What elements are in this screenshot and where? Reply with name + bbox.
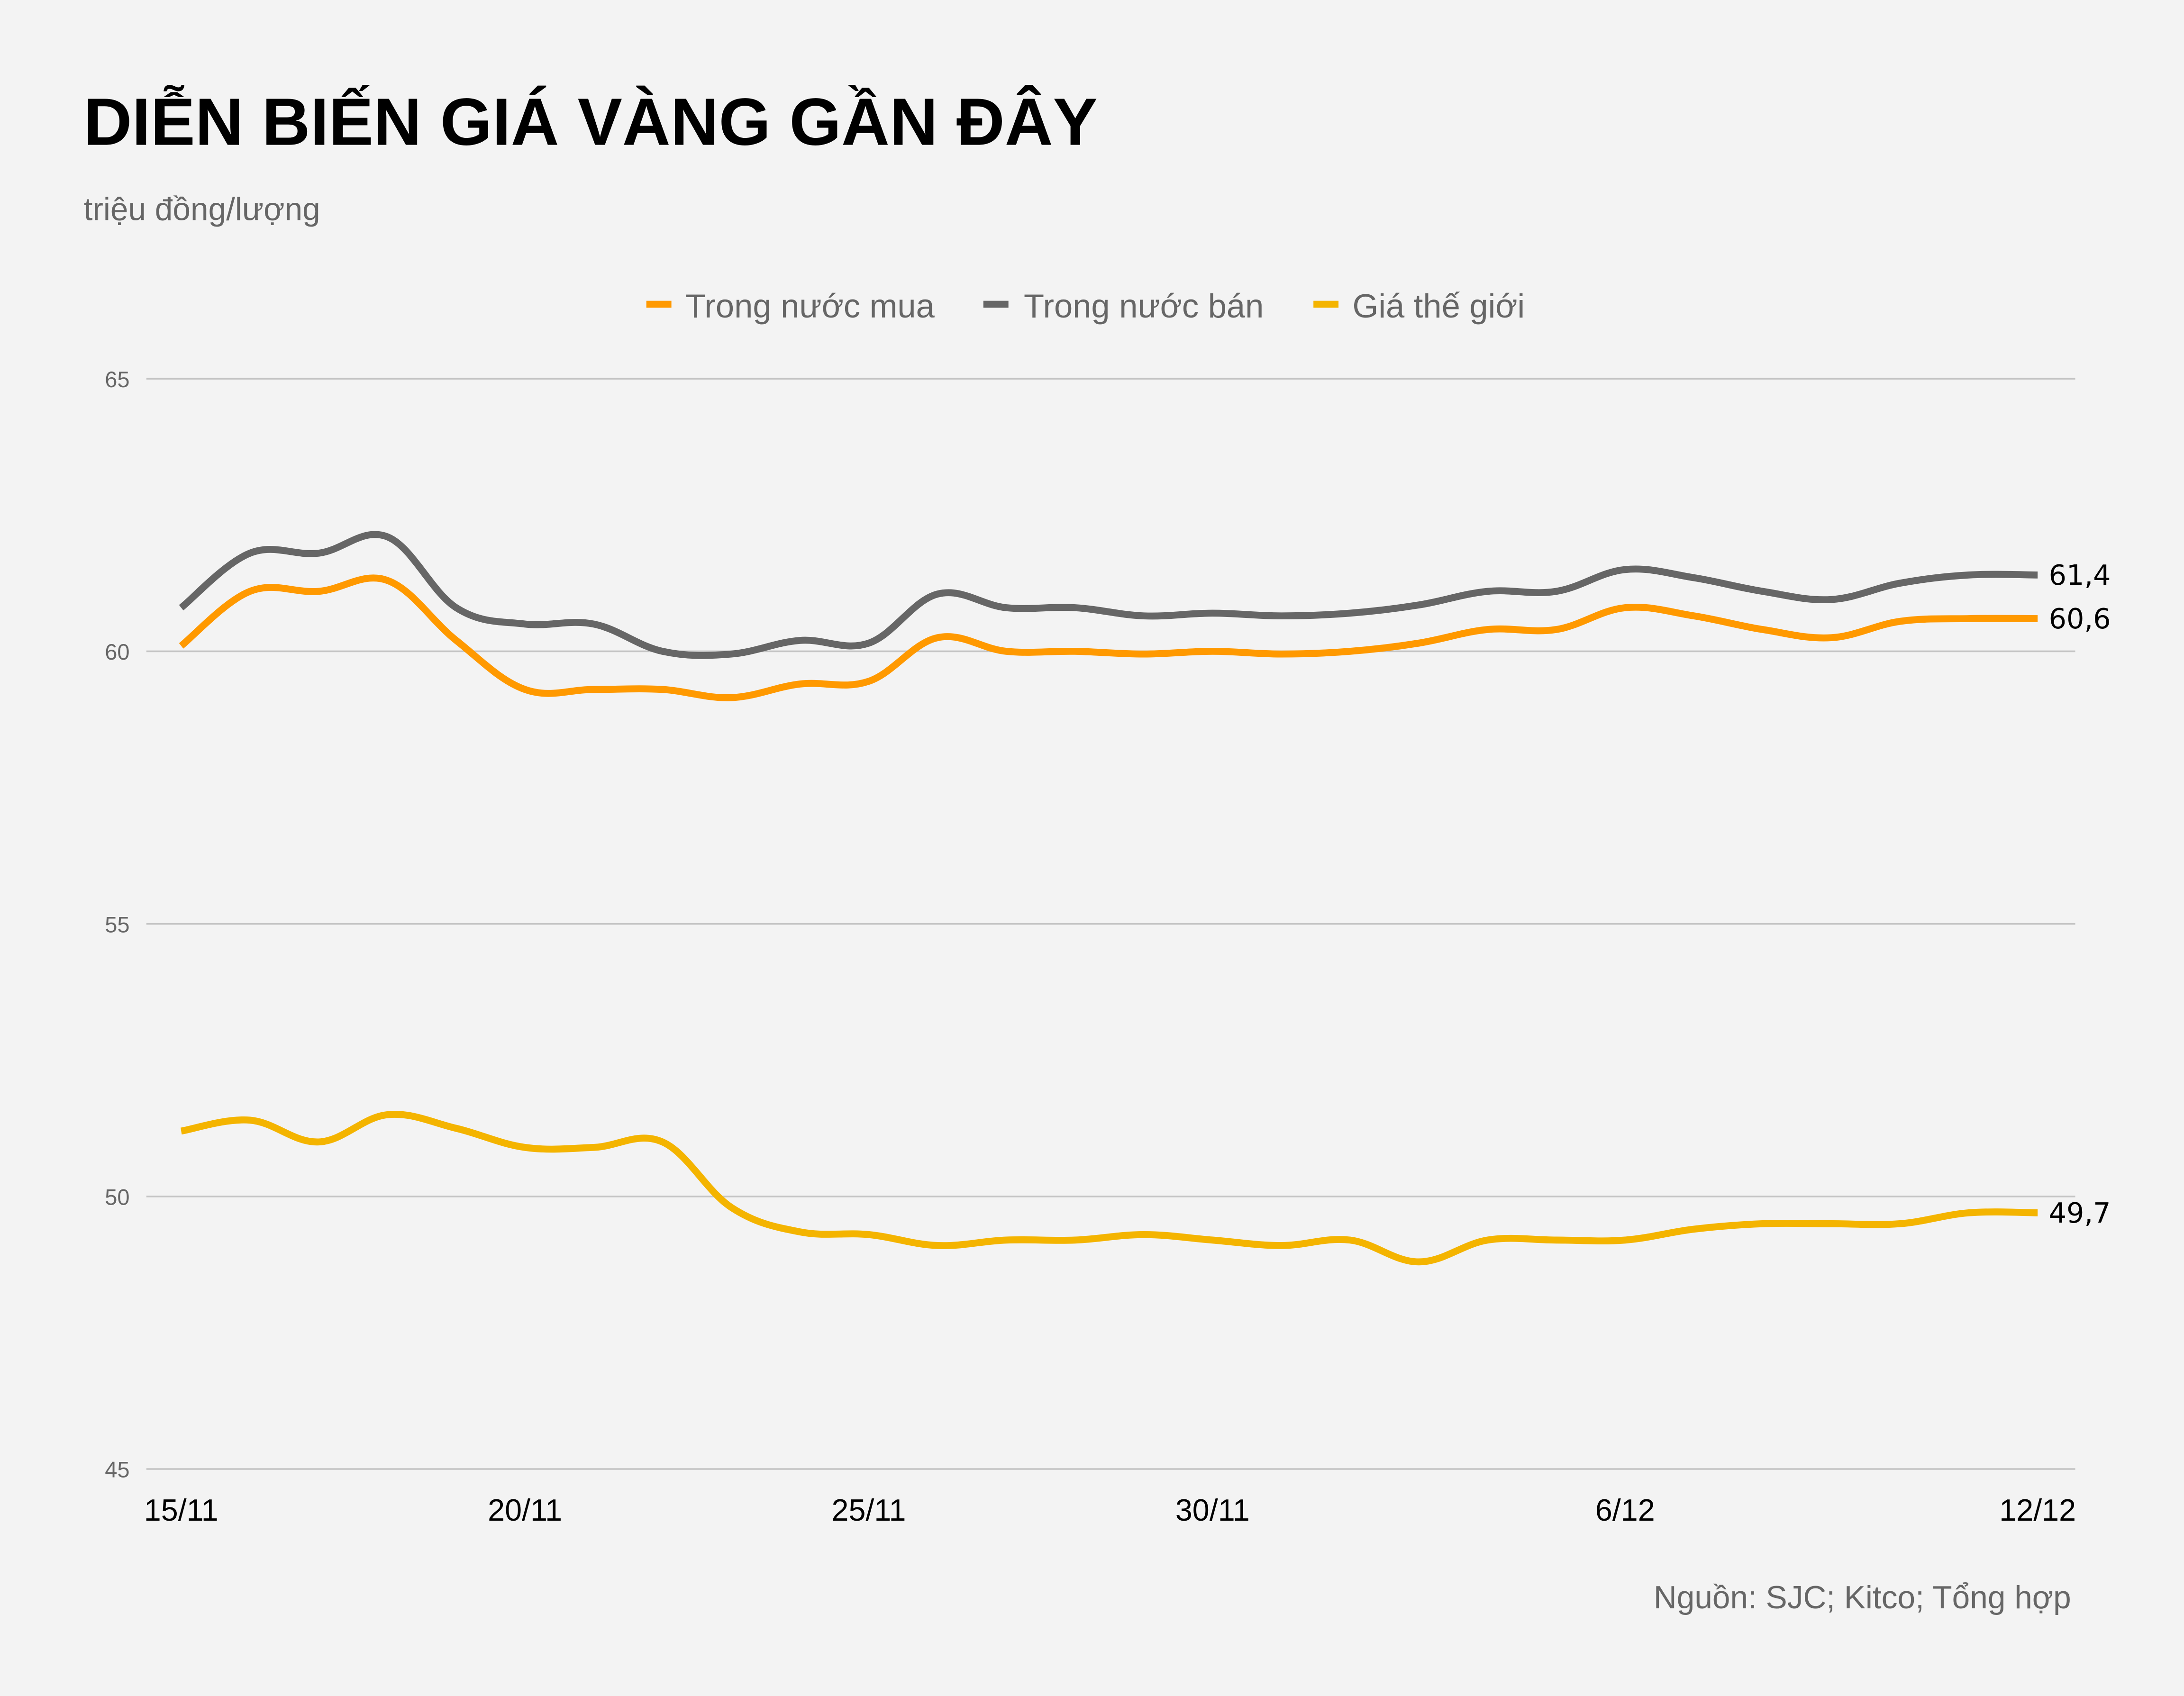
series-line-0	[179, 574, 2038, 701]
y-tick-label: 50	[105, 1184, 129, 1209]
x-tick-label: 30/11	[1175, 1493, 1250, 1527]
legend-swatch-ban	[983, 300, 1009, 308]
legend-label-mua: Trong nước mua	[685, 287, 935, 325]
legend-label-the-gioi: Giá thế giới	[1352, 287, 1525, 325]
series-line-1	[179, 531, 2038, 659]
y-tick-label: 55	[105, 912, 129, 937]
end-labels: 49,7 61,4 60,6	[2049, 559, 2111, 1229]
y-axis: 45 50 55 60 65	[105, 367, 129, 1482]
y-tick-label: 45	[105, 1457, 129, 1482]
legend-swatch-the-gioi	[1313, 300, 1339, 308]
end-label-1: 61,4	[2049, 559, 2111, 591]
series-line-2	[180, 1111, 2038, 1266]
x-tick-label: 15/11	[144, 1493, 218, 1527]
chart-title: DIỄN BIẾN GIÁ VÀNG GẦN ĐÂY	[84, 84, 1098, 159]
source-note: Nguồn: SJC; Kitco; Tổng hợp	[1654, 1580, 2071, 1615]
y-tick-label: 65	[105, 367, 129, 392]
legend: Trong nước mua Trong nước bán Giá thế gi…	[646, 287, 1525, 325]
x-tick-label: 12/12	[1999, 1493, 2076, 1527]
x-axis: 15/11 20/11 25/11 30/11 6/12 12/12	[144, 1493, 2076, 1527]
x-tick-label: 25/11	[832, 1493, 906, 1527]
end-label-2: 49,7	[2049, 1197, 2111, 1229]
x-tick-label: 20/11	[488, 1493, 562, 1527]
end-label-0: 60,6	[2049, 602, 2111, 635]
legend-label-ban: Trong nước bán	[1024, 287, 1264, 325]
series-lines	[179, 531, 2038, 1266]
legend-swatch-mua	[646, 300, 672, 308]
y-tick-label: 60	[105, 639, 129, 664]
chart-subtitle: triệu đồng/lượng	[84, 191, 320, 227]
x-tick-label: 6/12	[1595, 1493, 1655, 1527]
